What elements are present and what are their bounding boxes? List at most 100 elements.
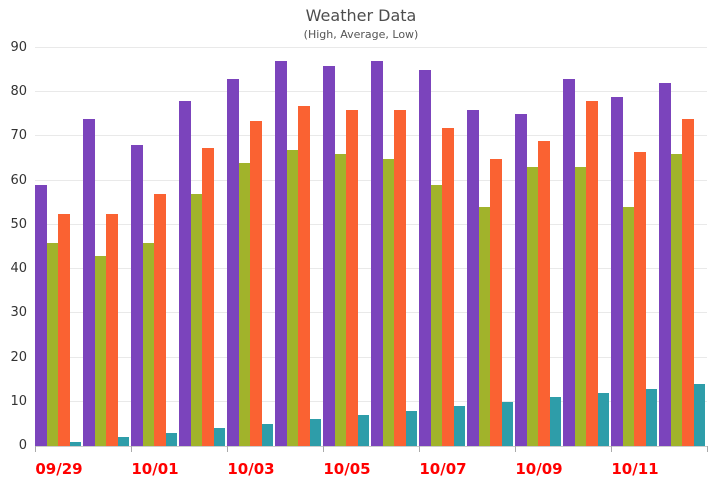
bar-series-4-09-29[interactable] <box>69 441 81 446</box>
y-axis-label: 80 <box>10 84 27 100</box>
bar-series-4-10-05[interactable] <box>357 415 369 446</box>
bar-low-09-29[interactable] <box>46 242 58 446</box>
bar-low-10-11[interactable] <box>622 207 634 446</box>
y-axis-label: 0 <box>18 438 27 453</box>
bar-average-10-11[interactable] <box>634 151 646 446</box>
y-axis-label: 60 <box>10 172 27 188</box>
x-axis-tick <box>611 446 612 452</box>
y-axis-label: 70 <box>10 128 27 144</box>
bar-low-10-10[interactable] <box>574 167 586 446</box>
bar-series-4-10-06[interactable] <box>405 410 417 446</box>
bar-low-10-12[interactable] <box>670 154 682 446</box>
bar-high-10-08[interactable] <box>467 109 479 446</box>
bar-series-4-10-11[interactable] <box>645 388 657 446</box>
bar-high-10-09[interactable] <box>515 114 527 446</box>
bar-high-10-01[interactable] <box>131 145 143 446</box>
bar-average-10-07[interactable] <box>442 127 454 446</box>
bar-average-09-29[interactable] <box>58 213 70 446</box>
x-axis-tick <box>227 446 228 452</box>
bar-average-10-08[interactable] <box>490 158 502 446</box>
y-axis-label: 30 <box>10 305 27 321</box>
bar-low-10-02[interactable] <box>190 193 202 446</box>
bar-high-10-10[interactable] <box>563 78 575 446</box>
chart-title: Weather Data <box>305 6 417 25</box>
bar-group-10-04 <box>275 48 321 446</box>
bar-average-10-06[interactable] <box>394 109 406 446</box>
x-axis-tick <box>707 446 708 452</box>
bar-series-4-10-07[interactable] <box>453 406 465 446</box>
y-axis-label: 40 <box>10 261 27 277</box>
bar-low-10-03[interactable] <box>238 162 250 446</box>
x-axis-tick <box>131 446 132 452</box>
bar-average-10-04[interactable] <box>298 105 310 446</box>
bar-average-10-03[interactable] <box>250 120 262 446</box>
y-axis-label: 20 <box>10 349 27 365</box>
bar-average-09-30[interactable] <box>106 213 118 446</box>
chart-subtitle: (High, Average, Low) <box>303 28 419 41</box>
bar-low-10-07[interactable] <box>430 185 442 446</box>
bar-group-10-08 <box>467 48 513 446</box>
x-axis-label: 09/29 <box>35 460 83 478</box>
x-axis-label: 10/01 <box>131 460 179 478</box>
x-axis-tick <box>515 446 516 452</box>
bar-group-10-07 <box>419 48 465 446</box>
bar-group-10-01 <box>131 48 177 446</box>
x-axis-tick <box>35 446 36 452</box>
bar-high-09-30[interactable] <box>83 118 95 446</box>
bar-group-10-02 <box>179 48 225 446</box>
bar-series-4-10-10[interactable] <box>597 392 609 446</box>
x-axis-label: 10/05 <box>323 460 371 478</box>
bar-low-10-05[interactable] <box>334 154 346 446</box>
bar-series-4-10-12[interactable] <box>693 384 705 446</box>
bar-average-10-02[interactable] <box>202 147 214 446</box>
bar-group-09-29 <box>35 48 81 446</box>
plot-area <box>35 47 707 447</box>
bar-average-10-12[interactable] <box>682 118 694 446</box>
bar-group-10-11 <box>611 48 657 446</box>
bar-low-10-08[interactable] <box>478 207 490 446</box>
bar-high-10-04[interactable] <box>275 61 287 446</box>
bar-group-10-03 <box>227 48 273 446</box>
bar-group-10-09 <box>515 48 561 446</box>
bar-series-4-10-08[interactable] <box>501 401 513 446</box>
bar-series-4-10-03[interactable] <box>261 423 273 446</box>
bar-average-10-01[interactable] <box>154 193 166 446</box>
x-axis-tick <box>419 446 420 452</box>
bar-low-10-09[interactable] <box>526 167 538 446</box>
bar-low-09-30[interactable] <box>94 255 106 446</box>
x-axis-label: 10/03 <box>227 460 275 478</box>
bar-low-10-01[interactable] <box>142 242 154 446</box>
y-axis-label: 90 <box>10 40 27 55</box>
y-axis: 0 10 20 30 40 50 60 70 80 90 <box>0 41 29 453</box>
bar-low-10-04[interactable] <box>286 149 298 446</box>
bar-series-4-10-09[interactable] <box>549 397 561 446</box>
bar-high-10-05[interactable] <box>323 65 335 446</box>
x-axis-tick <box>323 446 324 452</box>
bar-high-09-29[interactable] <box>35 185 47 446</box>
bar-group-10-12 <box>659 48 705 446</box>
bar-series-4-10-04[interactable] <box>309 419 321 446</box>
bar-average-10-10[interactable] <box>586 101 598 446</box>
bar-low-10-06[interactable] <box>382 158 394 446</box>
bar-high-10-11[interactable] <box>611 96 623 446</box>
bar-group-10-10 <box>563 48 609 446</box>
bar-group-10-06 <box>371 48 417 446</box>
bar-high-10-02[interactable] <box>179 101 191 446</box>
x-axis-label: 10/11 <box>611 460 659 478</box>
bar-group-09-30 <box>83 48 129 446</box>
bar-high-10-07[interactable] <box>419 70 431 446</box>
bar-average-10-05[interactable] <box>346 109 358 446</box>
y-axis-label: 10 <box>10 393 27 409</box>
bar-group-10-05 <box>323 48 369 446</box>
x-axis-label: 10/09 <box>515 460 563 478</box>
bar-average-10-09[interactable] <box>538 140 550 446</box>
x-axis-label: 10/07 <box>419 460 467 478</box>
bar-high-10-12[interactable] <box>659 83 671 446</box>
bar-high-10-03[interactable] <box>227 78 239 446</box>
bar-series-4-09-30[interactable] <box>117 437 129 446</box>
bar-high-10-06[interactable] <box>371 61 383 446</box>
bar-series-4-10-01[interactable] <box>165 432 177 446</box>
y-axis-label: 50 <box>10 216 27 232</box>
bar-series-4-10-02[interactable] <box>213 428 225 446</box>
